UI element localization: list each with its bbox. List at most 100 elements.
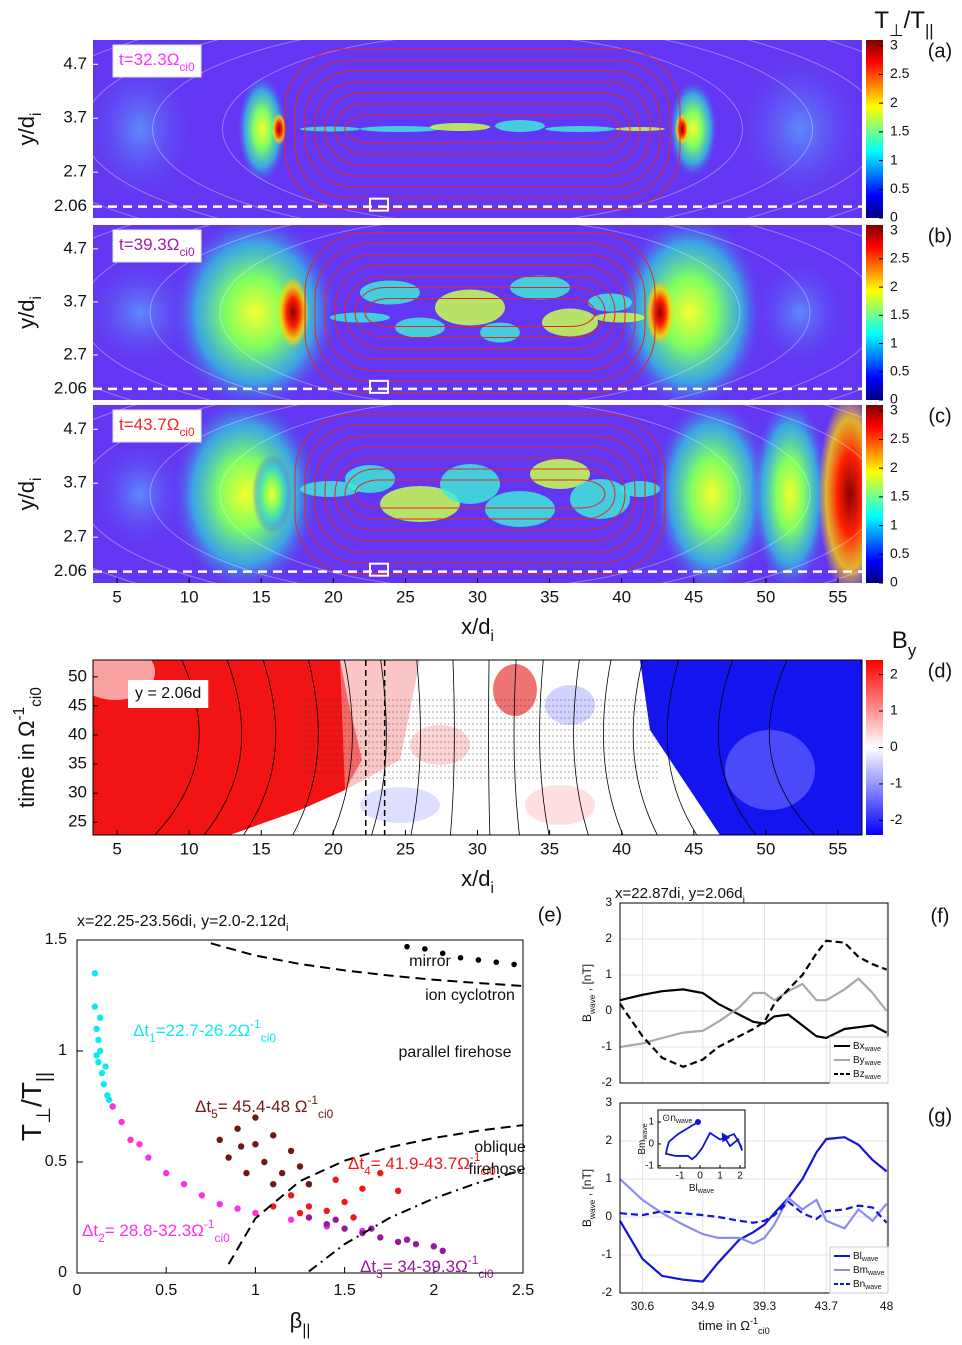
time-label-part: ci0 [179, 60, 195, 74]
y-tick-label: 2 [605, 1133, 612, 1147]
inset-y-tick-label: 0 [648, 1139, 654, 1150]
y-axis-label-part: y/d [14, 300, 39, 329]
scatter-point [305, 1181, 313, 1188]
x-tick-label: 45 [684, 587, 703, 606]
y-tick-label: 0 [605, 1209, 612, 1223]
heatmap-texture [300, 126, 360, 132]
y-tick-label: 3 [605, 895, 612, 909]
scatter-point [145, 1154, 152, 1161]
y-axis-label-part: T [16, 1124, 47, 1141]
panel-label: (d) [928, 660, 952, 682]
heatmap-texture [170, 405, 320, 583]
scatter-point [287, 1192, 295, 1199]
heatmap-texture [542, 308, 598, 337]
y-tick-label: 0.5 [45, 1153, 67, 1170]
legend-label-part: wave [864, 1284, 881, 1291]
plot-area [91, 942, 523, 1273]
y-tick-label: -1 [601, 1039, 612, 1053]
colorbar-tick-label: 1.5 [890, 123, 910, 139]
series-label-part: Δt [360, 1257, 376, 1276]
y-axis-label: y/di [14, 478, 45, 511]
y-tick-label: 2.06 [54, 196, 87, 215]
series-label-part: Δt [133, 1021, 149, 1040]
field-line [539, 660, 550, 835]
x-axis-label: time in Ω-1ci0 [698, 1316, 769, 1336]
y-tick-label: 30 [68, 783, 87, 802]
series-label-part: ci0 [478, 1267, 494, 1281]
scatter-point [287, 1216, 295, 1223]
y-axis-label-part: B [580, 1014, 594, 1022]
y-axis-label-part: B [580, 1219, 594, 1227]
heatmap-texture [750, 405, 830, 583]
threshold-point [493, 959, 500, 965]
colorbar-title-part: ⊥ [889, 21, 904, 40]
inset-x-tick-label: 1 [717, 1171, 723, 1182]
series-label-part: 4 [364, 1164, 371, 1178]
colorbar-tick-label: 0 [890, 574, 898, 590]
inset-normal-label-part: wave [675, 1118, 692, 1125]
heatmap-image [93, 660, 862, 835]
colorbar-tick-label: 2.5 [890, 250, 910, 266]
field-line [324, 254, 636, 371]
legend-label: Bzwave [853, 1069, 881, 1082]
heatmap-texture [525, 785, 595, 825]
field-line [314, 435, 646, 553]
legend-label-part: wave [864, 1046, 881, 1053]
series-label-part: -1 [250, 1017, 261, 1031]
scatter-point [180, 1181, 188, 1188]
heatmap-texture [440, 464, 500, 504]
scatter-point [234, 1125, 241, 1132]
field-line [344, 276, 616, 349]
y-axis-label: Bwave , [nT] [580, 1169, 597, 1227]
colorbar-tick-label: 0 [890, 209, 898, 225]
x-tick-label: 35 [540, 839, 559, 858]
heatmap-texture [345, 465, 395, 493]
panel-label: (f) [931, 905, 950, 927]
series-label-part: Δt [82, 1221, 98, 1240]
scatter-point [98, 1070, 106, 1077]
colorbar-tick-label: 1.5 [890, 306, 910, 322]
colorbar-tick-label: -1 [890, 775, 903, 791]
x-tick-label: 0.5 [155, 1282, 177, 1299]
field-line [354, 287, 606, 338]
y-tick-label: 1 [605, 967, 612, 981]
x-tick-label: 0 [73, 1282, 82, 1299]
colorbar-tick-label: 2 [890, 459, 898, 475]
field-line [334, 265, 626, 360]
legend-label-part: By [853, 1055, 865, 1066]
x-tick-label: 35 [540, 587, 559, 606]
y-axis-label-part: y/d [14, 481, 39, 510]
colorbar-tick-label: 3 [890, 401, 898, 417]
colorbar-tick-label: 2 [890, 94, 898, 110]
scatter-point [430, 1243, 437, 1250]
legend-label: Blwave [853, 1251, 878, 1264]
heatmap-texture [237, 74, 287, 184]
scatter-point [91, 970, 99, 977]
field-line [344, 468, 616, 520]
legend-label-part: wave [867, 1270, 884, 1277]
plot-frame [619, 1102, 889, 1294]
heatmap-texture [652, 405, 772, 583]
scatter-point [296, 1163, 304, 1170]
y-tick-label: -2 [601, 1075, 612, 1089]
series-label-part: = 45.4-48 Ω [218, 1097, 308, 1116]
colorbar-tick-label: 2.5 [890, 430, 910, 446]
scatter-point [198, 1192, 206, 1199]
label-box [112, 44, 202, 78]
field-line [314, 81, 651, 177]
y-axis-label-part: /T [16, 1082, 47, 1107]
scatter-point [359, 1185, 366, 1192]
threshold-point [404, 943, 410, 950]
field-line [324, 92, 641, 166]
heatmap-texture [330, 312, 390, 323]
y-tick-label: 40 [68, 724, 87, 743]
field-line [768, 660, 816, 835]
chart-title-part: i [743, 894, 745, 906]
time-label-part: t=39.3Ω [119, 235, 179, 254]
time-label-part: ci0 [179, 425, 195, 439]
x-tick-label: 43.7 [815, 1299, 839, 1313]
time-label-part: ci0 [179, 245, 195, 259]
label-box [112, 229, 202, 263]
colorbar-tick-label: 1.5 [890, 488, 910, 504]
